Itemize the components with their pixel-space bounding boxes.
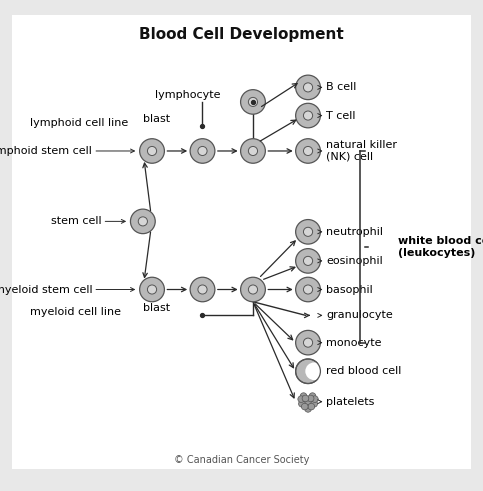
Circle shape	[308, 403, 314, 410]
Circle shape	[312, 396, 318, 403]
Circle shape	[241, 277, 265, 302]
Circle shape	[138, 217, 147, 226]
Text: red blood cell: red blood cell	[326, 366, 401, 376]
Circle shape	[248, 146, 257, 156]
Text: © Canadian Cancer Society: © Canadian Cancer Society	[174, 455, 309, 465]
Text: white blood cells
(leukocytes): white blood cells (leukocytes)	[398, 236, 483, 258]
Circle shape	[307, 395, 314, 402]
Text: blast: blast	[143, 114, 170, 124]
Circle shape	[296, 248, 320, 273]
Circle shape	[305, 398, 312, 405]
Circle shape	[296, 103, 320, 128]
Text: lymphocyte: lymphocyte	[156, 90, 221, 100]
Text: eosinophil: eosinophil	[326, 256, 383, 266]
Text: natural killer
(NK) cell: natural killer (NK) cell	[326, 140, 397, 162]
Circle shape	[130, 209, 155, 234]
Text: stem cell: stem cell	[51, 217, 101, 226]
Circle shape	[296, 219, 320, 244]
Circle shape	[248, 97, 257, 107]
Circle shape	[190, 139, 215, 163]
Circle shape	[302, 395, 309, 402]
Circle shape	[311, 401, 317, 407]
Circle shape	[198, 285, 207, 294]
Text: monocyte: monocyte	[326, 338, 382, 348]
Circle shape	[147, 285, 156, 294]
Circle shape	[190, 277, 215, 302]
Text: myeloid stem cell: myeloid stem cell	[0, 284, 92, 295]
Circle shape	[303, 146, 313, 156]
Circle shape	[303, 83, 313, 92]
Circle shape	[241, 139, 265, 163]
Circle shape	[309, 393, 316, 399]
Circle shape	[296, 75, 320, 100]
Circle shape	[140, 277, 164, 302]
Text: myeloid cell line: myeloid cell line	[30, 307, 121, 317]
Circle shape	[241, 90, 265, 114]
Circle shape	[301, 403, 308, 410]
Circle shape	[300, 393, 307, 399]
Circle shape	[147, 146, 156, 156]
Circle shape	[305, 362, 323, 380]
Circle shape	[296, 277, 320, 302]
Circle shape	[248, 285, 257, 294]
Circle shape	[140, 139, 164, 163]
Circle shape	[303, 285, 313, 294]
Circle shape	[198, 146, 207, 156]
Circle shape	[298, 396, 305, 403]
Circle shape	[296, 139, 320, 163]
Circle shape	[296, 330, 320, 355]
Circle shape	[303, 256, 313, 266]
Text: basophil: basophil	[326, 284, 373, 295]
Circle shape	[303, 227, 313, 236]
Text: platelets: platelets	[326, 397, 374, 407]
Circle shape	[303, 338, 313, 347]
Text: Blood Cell Development: Blood Cell Development	[139, 27, 344, 42]
Text: lymphoid cell line: lymphoid cell line	[30, 118, 128, 128]
Circle shape	[298, 401, 305, 407]
Text: B cell: B cell	[326, 82, 356, 92]
Text: granulocyte: granulocyte	[326, 310, 393, 321]
Circle shape	[305, 406, 312, 412]
Circle shape	[296, 359, 320, 383]
Text: neutrophil: neutrophil	[326, 227, 383, 237]
Circle shape	[303, 111, 313, 120]
Text: blast: blast	[143, 303, 170, 313]
Text: T cell: T cell	[326, 110, 355, 121]
Text: lymphoid stem cell: lymphoid stem cell	[0, 146, 92, 156]
